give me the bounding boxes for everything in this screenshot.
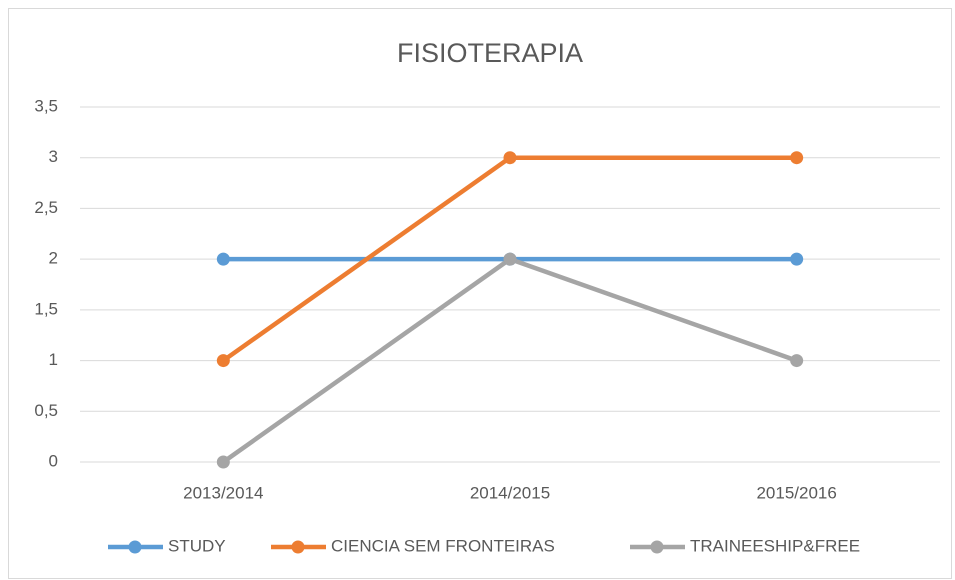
data-point — [216, 252, 230, 266]
legend-marker — [128, 540, 142, 554]
legend-marker — [650, 540, 664, 554]
data-point — [503, 252, 517, 266]
data-point — [790, 151, 804, 165]
y-tick-label: 2 — [49, 249, 58, 268]
x-tick-label: 2014/2015 — [470, 483, 550, 502]
data-point — [216, 455, 230, 469]
data-point — [503, 151, 517, 165]
y-tick-label: 0,5 — [34, 401, 58, 420]
y-tick-label: 1 — [49, 350, 58, 369]
y-tick-label: 0 — [49, 451, 58, 470]
x-tick-label: 2015/2016 — [756, 483, 836, 502]
chart-title: FISIOTERAPIA — [397, 38, 583, 68]
legend-marker — [291, 540, 305, 554]
x-tick-label: 2013/2014 — [183, 483, 263, 502]
y-tick-label: 3 — [49, 147, 58, 166]
y-tick-label: 3,5 — [34, 96, 58, 115]
legend-label: TRAINEESHIP&FREE — [690, 536, 860, 555]
y-tick-label: 2,5 — [34, 198, 58, 217]
legend-label: STUDY — [168, 536, 226, 555]
data-point — [790, 354, 804, 368]
legend-label: CIENCIA SEM FRONTEIRAS — [331, 536, 555, 555]
data-point — [790, 252, 804, 266]
chart-frame — [8, 8, 952, 579]
data-point — [216, 354, 230, 368]
y-tick-label: 1,5 — [34, 299, 58, 318]
